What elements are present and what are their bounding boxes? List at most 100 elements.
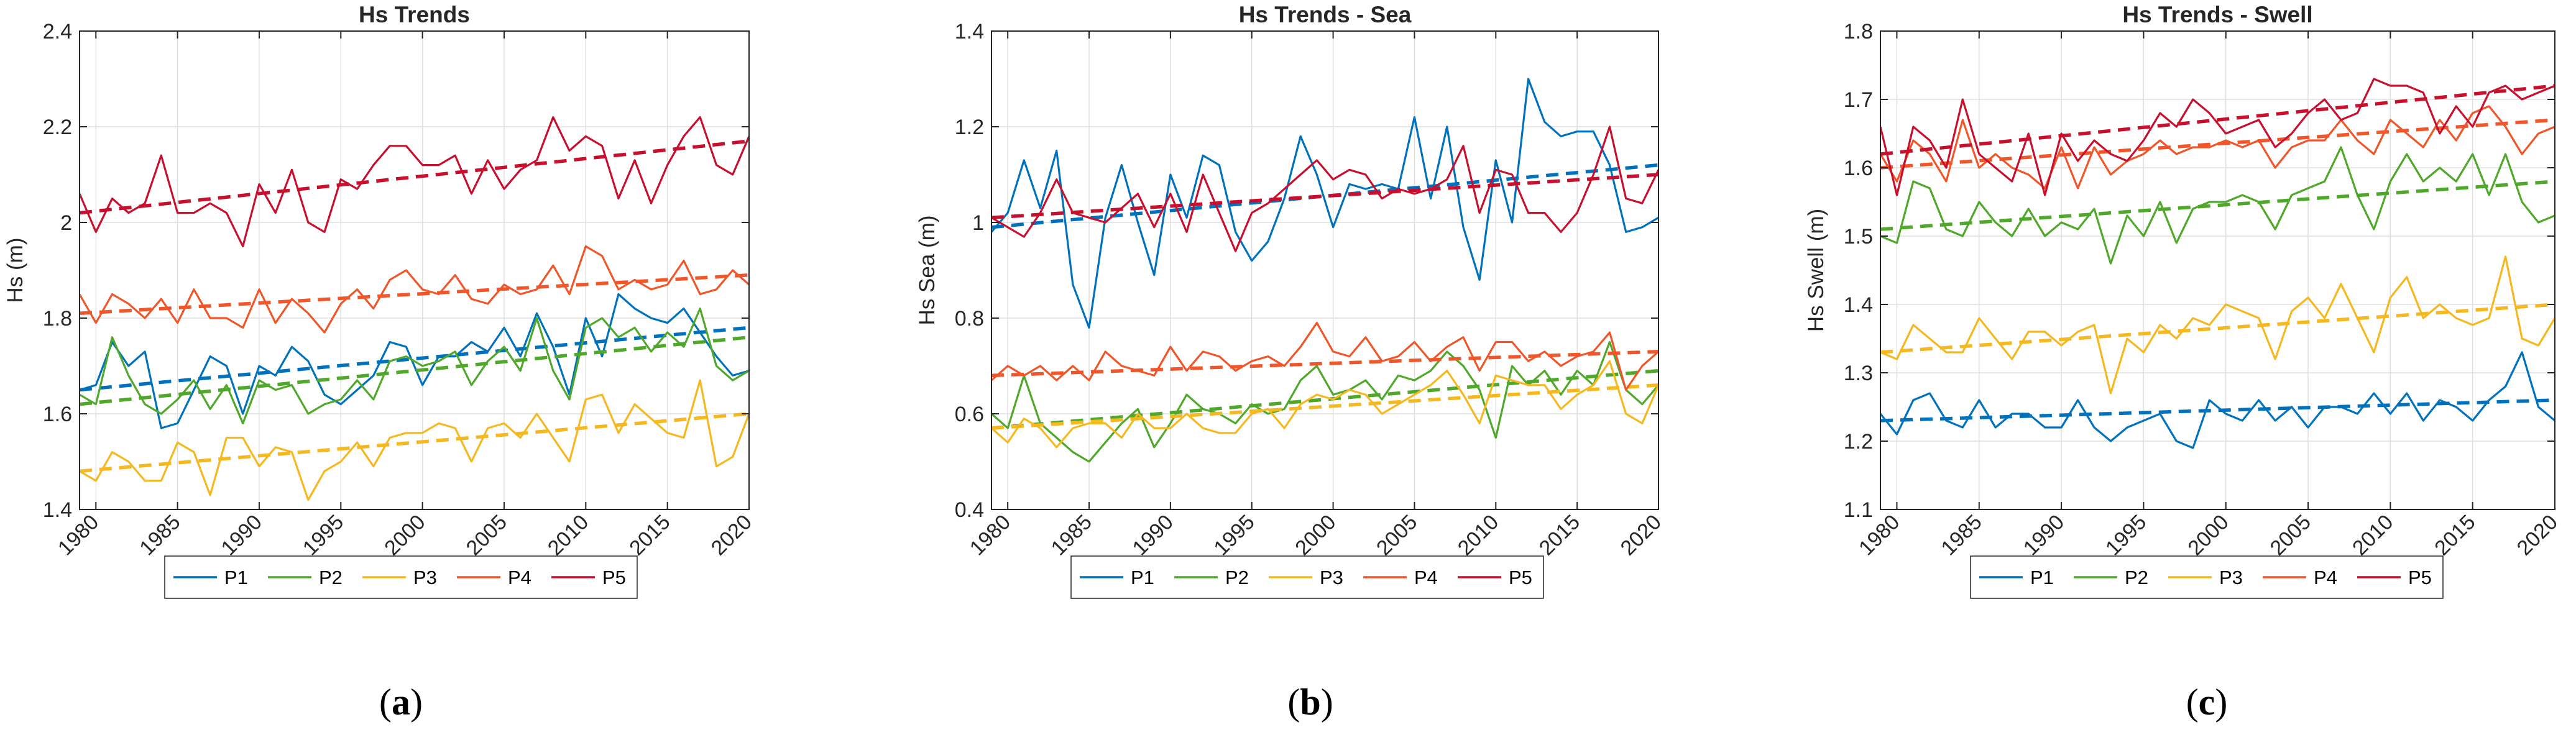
x-tick-label: 2000 <box>1290 510 1340 560</box>
trend-line-p1 <box>80 326 749 392</box>
series-line-p2 <box>991 340 1658 463</box>
x-tick-label: 2010 <box>2348 510 2398 560</box>
chart-title: Hs Trends <box>359 2 470 27</box>
y-tick-label: 1.3 <box>1844 362 1873 385</box>
y-tick-label: 1 <box>972 211 984 235</box>
legend-label-p5: P5 <box>1509 567 1532 588</box>
x-tick-label: 1990 <box>1128 510 1178 560</box>
y-tick-label: 2.4 <box>43 20 72 43</box>
series-line-p3 <box>991 360 1658 449</box>
legend-label-p3: P3 <box>1320 567 1343 588</box>
panel-hs-trends-swell: 1980 1985 1990 1995 2000 2005 2010 2015 20201.11… <box>1804 2 2562 599</box>
legend-label-p3: P3 <box>2219 567 2243 588</box>
panel-hs-trends-sea: 1980 1985 1990 1995 2000 2005 2010 2015 20200.40… <box>915 2 1666 599</box>
y-tick-label: 0.4 <box>955 498 984 522</box>
x-tick-label: 1990 <box>217 510 267 560</box>
x-tick-label: 2015 <box>2430 510 2480 560</box>
series-group <box>1880 78 2555 449</box>
x-tick-label: 2015 <box>625 510 674 560</box>
trend-line-p4 <box>991 350 1658 378</box>
series-line-p1 <box>991 78 1658 329</box>
x-tick-label: 2000 <box>380 510 430 560</box>
legend-label-p5: P5 <box>2408 567 2432 588</box>
y-tick-label: 1.4 <box>955 20 984 43</box>
series-line-p1 <box>80 293 749 429</box>
axes-box <box>1880 30 2555 510</box>
x-tick-label: 2005 <box>1372 510 1422 560</box>
x-tick-label: 1985 <box>1047 510 1097 560</box>
chart-title: Hs Trends - Sea <box>1239 2 1412 27</box>
x-tick-label: 1995 <box>2101 510 2151 560</box>
series-line-p2 <box>80 308 749 425</box>
series-line-p5 <box>991 126 1658 252</box>
axes-box <box>991 30 1659 510</box>
y-tick-label: 1.2 <box>955 116 984 139</box>
x-tick-label: 1990 <box>2019 510 2069 560</box>
series-line-p1 <box>1880 351 2555 449</box>
trend-line-p1 <box>991 163 1658 229</box>
series-line-p5 <box>1880 78 2555 196</box>
trend-line-p2 <box>991 368 1658 430</box>
plot-area <box>991 31 1658 509</box>
series-line-p3 <box>1880 255 2555 395</box>
legend-label-p4: P4 <box>508 567 531 588</box>
y-tick-label: 1.6 <box>43 403 72 426</box>
y-tick-label: 1.7 <box>1844 88 1873 112</box>
x-tick-label: 2010 <box>543 510 593 560</box>
trend-line-p3 <box>991 383 1658 430</box>
y-tick-label: 0.8 <box>955 307 984 331</box>
trend-line-p2 <box>1880 180 2555 231</box>
y-tick-label: 1.2 <box>1844 430 1873 454</box>
plot-area <box>80 31 749 509</box>
x-tick-label: 1995 <box>1209 510 1259 560</box>
y-tick-label: 1.5 <box>1844 225 1873 249</box>
legend-label-p1: P1 <box>1131 567 1154 588</box>
y-tick-label: 0.6 <box>955 403 984 426</box>
legend-label-p3: P3 <box>413 567 437 588</box>
trend-line-p5 <box>991 173 1658 220</box>
y-tick-label: 2 <box>60 211 72 235</box>
trend-line-p2 <box>80 336 749 406</box>
y-axis-label: Hs (m) <box>3 238 27 303</box>
x-tick-label: 1985 <box>1936 510 1986 560</box>
y-tick-label: 1.6 <box>1844 157 1873 180</box>
legend-label-p4: P4 <box>1414 567 1438 588</box>
caption-a: (a) <box>379 682 423 723</box>
panel-hs-trends: 1980 1985 1990 1995 2000 2005 2010 2015 20201.41… <box>3 2 757 599</box>
x-tick-label: 2010 <box>1453 510 1503 560</box>
x-tick-label: 2020 <box>1616 510 1666 560</box>
legend: P1 P2 P3 P4 P5 <box>1070 555 1544 599</box>
y-tick-label: 1.4 <box>43 498 72 522</box>
legend-label-p1: P1 <box>2030 567 2054 588</box>
trend-line-p3 <box>1880 303 2555 354</box>
chart-title: Hs Trends - Swell <box>2122 2 2312 27</box>
y-tick-label: 1.4 <box>1844 293 1873 317</box>
y-tick-label: 1.8 <box>43 307 72 331</box>
x-tick-label: 2005 <box>462 510 512 560</box>
legend-label-p1: P1 <box>224 567 248 588</box>
axes-box <box>79 30 750 510</box>
x-tick-label: 2015 <box>1535 510 1585 560</box>
y-axis-label: Hs Swell (m) <box>1804 209 1828 332</box>
trend-line-p1 <box>1880 398 2555 422</box>
x-tick-label: 2020 <box>707 510 757 560</box>
x-tick-label: 2005 <box>2266 510 2316 560</box>
x-tick-label: 1985 <box>135 510 185 560</box>
legend-label-p2: P2 <box>2125 567 2148 588</box>
legend: P1 P2 P3 P4 P5 <box>1970 555 2444 599</box>
y-axis-label: Hs Sea (m) <box>915 216 939 326</box>
x-tick-label: 2000 <box>2183 510 2233 560</box>
trend-line-p5 <box>80 139 749 215</box>
series-line-p4 <box>991 322 1658 391</box>
y-tick-label: 1.1 <box>1844 498 1873 522</box>
series-line-p3 <box>80 379 749 501</box>
legend-label-p2: P2 <box>1225 567 1249 588</box>
caption-c: (c) <box>2186 682 2228 723</box>
legend-label-p5: P5 <box>602 567 626 588</box>
y-tick-label: 1.8 <box>1844 20 1873 43</box>
series-group <box>991 78 1658 463</box>
legend-label-p4: P4 <box>2314 567 2337 588</box>
legend-label-p2: P2 <box>319 567 343 588</box>
y-tick-label: 2.2 <box>43 116 72 139</box>
